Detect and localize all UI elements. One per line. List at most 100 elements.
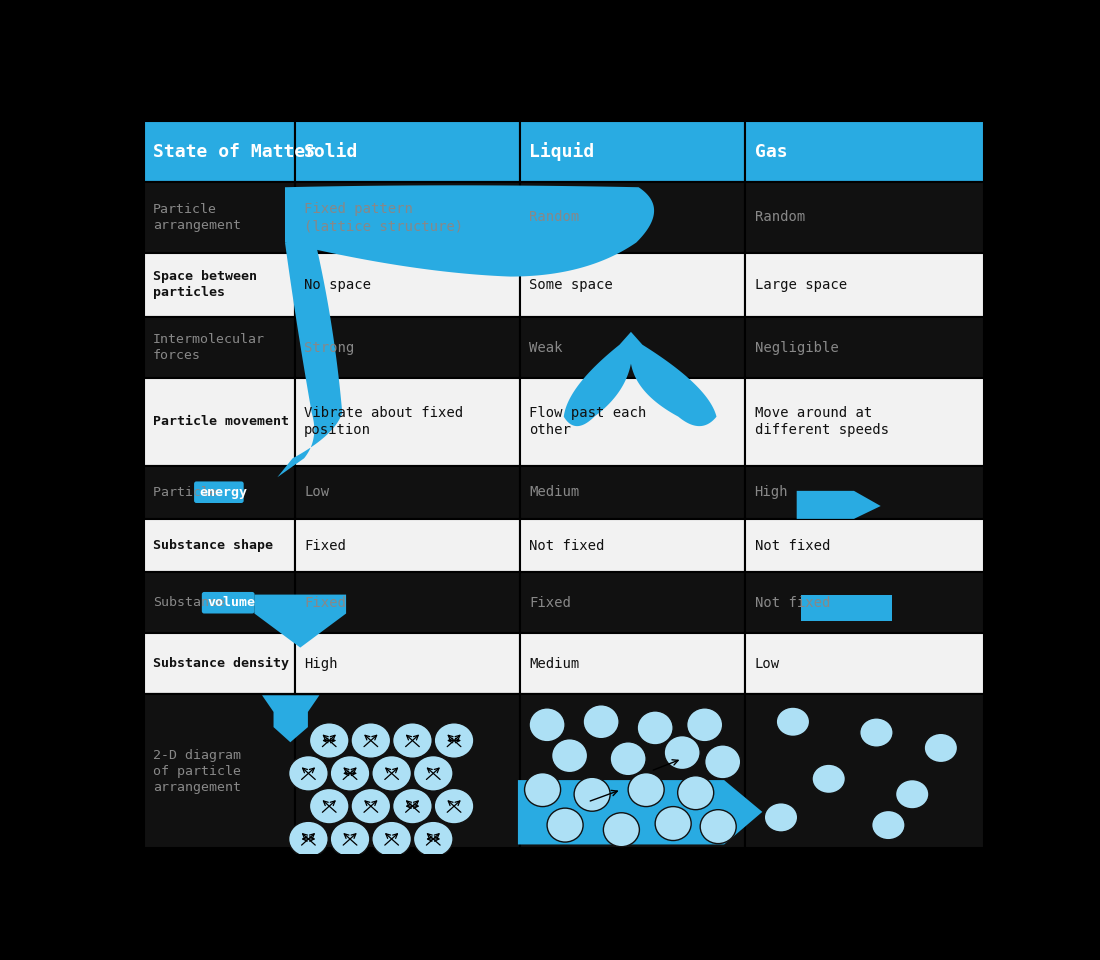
- Bar: [745, 252, 983, 317]
- Text: Particle: Particle: [153, 486, 225, 498]
- Ellipse shape: [330, 756, 370, 791]
- Bar: [520, 378, 745, 466]
- Bar: [745, 519, 983, 572]
- Polygon shape: [254, 594, 346, 648]
- FancyBboxPatch shape: [194, 481, 244, 503]
- Bar: [520, 466, 745, 519]
- Ellipse shape: [812, 764, 846, 794]
- Ellipse shape: [610, 742, 646, 776]
- Bar: [295, 466, 520, 519]
- Bar: [520, 252, 745, 317]
- Bar: [144, 121, 295, 182]
- Ellipse shape: [547, 808, 583, 842]
- Text: Particle
arrangement: Particle arrangement: [153, 203, 241, 232]
- Text: Fixed: Fixed: [305, 596, 346, 610]
- Bar: [520, 572, 745, 634]
- Ellipse shape: [860, 718, 893, 747]
- Text: State of Matter: State of Matter: [153, 143, 316, 160]
- Text: Substance shape: Substance shape: [153, 540, 273, 552]
- Bar: [144, 634, 295, 694]
- Text: Medium: Medium: [529, 485, 580, 499]
- Text: Large space: Large space: [755, 277, 847, 292]
- Ellipse shape: [574, 778, 611, 811]
- Ellipse shape: [434, 723, 474, 758]
- Bar: [295, 694, 520, 849]
- Text: Gas: Gas: [755, 143, 788, 160]
- Text: Low: Low: [305, 485, 329, 499]
- Ellipse shape: [895, 780, 928, 809]
- Ellipse shape: [664, 735, 701, 770]
- Ellipse shape: [705, 745, 740, 779]
- Bar: [520, 182, 745, 252]
- Bar: [745, 466, 983, 519]
- Text: No space: No space: [305, 277, 371, 292]
- Bar: [520, 121, 745, 182]
- Polygon shape: [262, 695, 319, 742]
- Ellipse shape: [551, 738, 587, 773]
- Bar: [745, 572, 983, 634]
- Ellipse shape: [764, 803, 798, 832]
- Bar: [144, 378, 295, 466]
- Polygon shape: [518, 780, 762, 845]
- Bar: [295, 694, 520, 849]
- FancyBboxPatch shape: [201, 592, 254, 613]
- Bar: [144, 466, 295, 519]
- Ellipse shape: [871, 810, 905, 840]
- Ellipse shape: [701, 809, 736, 844]
- Ellipse shape: [288, 821, 328, 856]
- Ellipse shape: [351, 788, 390, 824]
- Text: Not fixed: Not fixed: [755, 596, 829, 610]
- Bar: [745, 634, 983, 694]
- Ellipse shape: [414, 821, 453, 856]
- Bar: [295, 572, 520, 634]
- Polygon shape: [277, 243, 342, 477]
- Bar: [144, 519, 295, 572]
- Ellipse shape: [529, 708, 565, 742]
- Text: Weak: Weak: [529, 341, 563, 354]
- Ellipse shape: [309, 723, 349, 758]
- Text: Intermolecular
forces: Intermolecular forces: [153, 333, 265, 362]
- Ellipse shape: [637, 711, 673, 745]
- Ellipse shape: [604, 813, 639, 847]
- Ellipse shape: [414, 756, 453, 791]
- Text: 2-D diagram
of particle
arrangement: 2-D diagram of particle arrangement: [153, 749, 241, 794]
- Text: Space between
particles: Space between particles: [153, 271, 257, 300]
- Ellipse shape: [330, 821, 370, 856]
- Bar: [745, 694, 983, 849]
- Text: Fixed: Fixed: [305, 539, 346, 553]
- Bar: [520, 694, 745, 849]
- Text: Vibrate about fixed
position: Vibrate about fixed position: [305, 406, 463, 438]
- Text: energy: energy: [199, 486, 248, 498]
- Bar: [295, 378, 520, 466]
- Bar: [144, 572, 295, 634]
- Text: Random: Random: [755, 210, 805, 225]
- Polygon shape: [796, 491, 881, 518]
- Text: volume: volume: [207, 596, 255, 610]
- Text: Strong: Strong: [305, 341, 354, 354]
- Text: Fixed: Fixed: [529, 596, 571, 610]
- Bar: [295, 252, 520, 317]
- Text: Substance density: Substance density: [153, 657, 289, 670]
- Bar: [295, 519, 520, 572]
- Bar: [144, 252, 295, 317]
- Ellipse shape: [393, 723, 432, 758]
- Ellipse shape: [777, 708, 810, 736]
- Ellipse shape: [628, 773, 664, 806]
- Bar: [144, 182, 295, 252]
- Polygon shape: [801, 594, 892, 621]
- Ellipse shape: [309, 788, 349, 824]
- Bar: [745, 182, 983, 252]
- Ellipse shape: [372, 821, 411, 856]
- Bar: [520, 694, 745, 849]
- Bar: [144, 317, 295, 378]
- Text: Particle movement: Particle movement: [153, 416, 289, 428]
- Text: Not fixed: Not fixed: [529, 539, 605, 553]
- Text: Move around at
different speeds: Move around at different speeds: [755, 406, 889, 438]
- Text: Not fixed: Not fixed: [755, 539, 829, 553]
- Ellipse shape: [372, 756, 411, 791]
- Text: High: High: [305, 657, 338, 670]
- Ellipse shape: [434, 788, 474, 824]
- Text: Negligible: Negligible: [755, 341, 838, 354]
- Text: High: High: [755, 485, 788, 499]
- Ellipse shape: [678, 776, 714, 809]
